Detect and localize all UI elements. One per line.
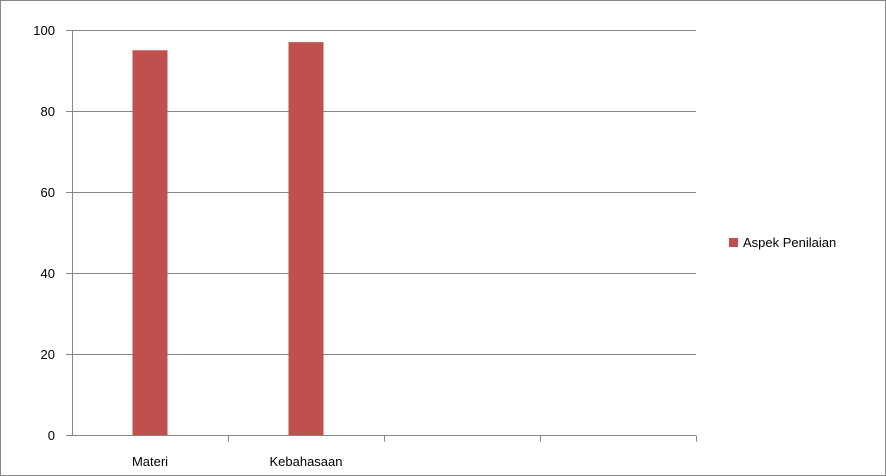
x-category-labels: Materi Kebahasaan	[132, 454, 343, 469]
y-tick-label: 20	[41, 347, 55, 362]
bars	[132, 42, 324, 436]
legend-label: Aspek Penilaian	[743, 235, 836, 250]
y-tick-label: 60	[41, 185, 55, 200]
x-category-label: Materi	[132, 454, 168, 469]
x-category-label: Kebahasaan	[269, 454, 342, 469]
y-tick-label: 100	[33, 23, 55, 38]
bar-materi	[132, 50, 168, 435]
legend-swatch	[729, 238, 738, 247]
y-tick-label: 40	[41, 266, 55, 281]
axes	[66, 30, 697, 442]
legend: Aspek Penilaian	[729, 235, 836, 250]
y-tick-label: 0	[48, 428, 55, 443]
y-tick-labels: 0 20 40 60 80 100	[33, 23, 55, 443]
bar-kebahasaan	[288, 42, 324, 436]
y-tick-label: 80	[41, 104, 55, 119]
gridlines	[72, 30, 696, 355]
